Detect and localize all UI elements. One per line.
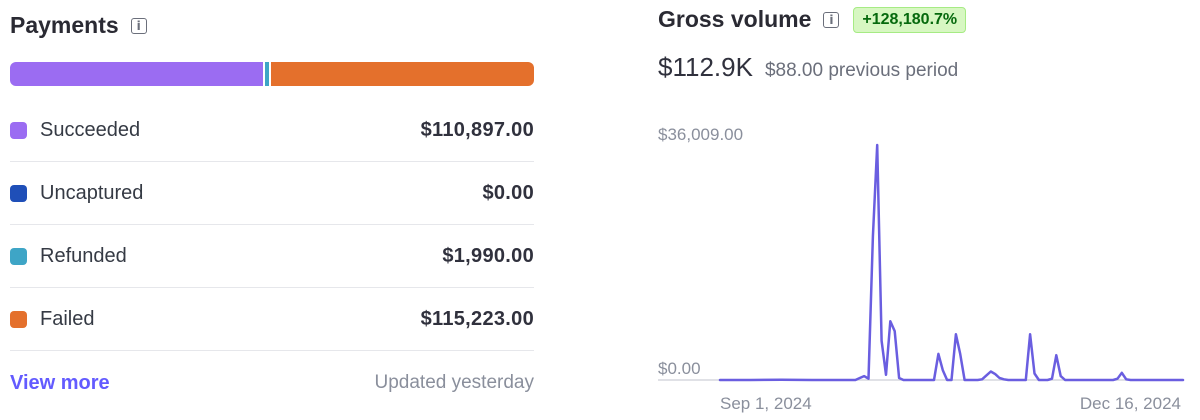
status-value: $115,223.00 [420,307,534,330]
updated-timestamp: Updated yesterday [374,372,535,393]
status-row-refunded[interactable]: Refunded $1,990.00 [10,225,534,288]
gross-volume-title: Gross volume [658,6,812,32]
x-tick-label: Sep 1, 2024 [720,394,812,413]
bar-segment-failed [271,62,534,86]
x-tick-label: Dec 16, 2024 [1080,394,1181,413]
status-value: $1,990.00 [442,244,534,267]
gross-volume-chart[interactable]: $36,009.00 $0.00 Sep 1, 2024 Dec 16, 202… [658,110,1188,420]
status-swatch-succeeded [10,121,27,139]
status-swatch-refunded [10,247,27,265]
status-label: Refunded [40,244,127,267]
payments-footer: View more Updated yesterday [10,355,534,411]
status-label: Failed [40,307,95,330]
gross-volume-values: $112.9K $88.00 previous period [658,52,958,83]
status-label: Uncaptured [40,181,144,204]
y-tick-label: $36,009.00 [658,125,743,144]
view-more-link[interactable]: View more [10,371,110,394]
payments-title: Payments [10,12,119,38]
payments-title-row: Payments i [10,12,147,39]
y-tick-label: $0.00 [658,359,701,378]
status-swatch-uncaptured [10,184,27,202]
payments-status-list: Succeeded $110,897.00 Uncaptured $0.00 R… [10,99,534,351]
bar-separator [269,62,272,86]
status-value: $110,897.00 [420,118,534,141]
gross-volume-title-row: Gross volume i +128,180.7% [658,6,967,33]
status-row-uncaptured[interactable]: Uncaptured $0.00 [10,162,534,225]
series-line [718,143,1185,382]
info-icon[interactable]: i [130,17,147,34]
gross-volume-current: $112.9K [658,52,753,82]
status-value: $0.00 [482,181,534,204]
growth-badge: +128,180.7% [853,6,967,33]
status-row-failed[interactable]: Failed $115,223.00 [10,288,534,351]
payments-panel: Payments i Succeeded $110,897.00 Uncaptu… [10,0,534,420]
bar-segment-succeeded [10,62,263,86]
status-swatch-failed [10,310,27,328]
gross-volume-previous: $88.00 previous period [764,60,959,81]
info-icon[interactable]: i [823,11,840,28]
status-row-succeeded[interactable]: Succeeded $110,897.00 [10,99,534,162]
gross-volume-panel: Gross volume i +128,180.7% $112.9K $88.0… [658,0,1188,420]
payments-distribution-bar [10,62,534,86]
bar-separator [262,62,265,86]
bar-segment-refunded [264,62,270,86]
status-label: Succeeded [40,118,141,141]
